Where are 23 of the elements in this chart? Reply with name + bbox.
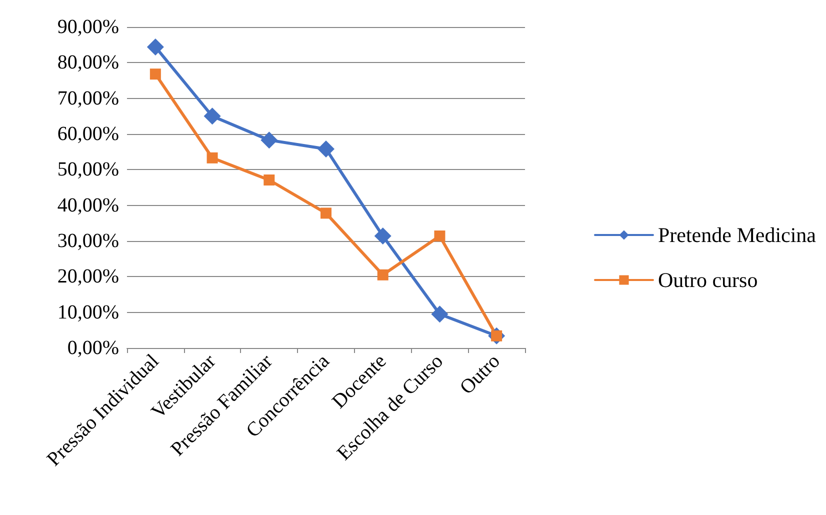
y-tick-label: 90,00% [57, 16, 119, 38]
point [431, 306, 448, 323]
legend-label: Pretende Medicina [658, 223, 817, 247]
y-tick-label: 80,00% [57, 52, 119, 74]
y-tick-label: 60,00% [57, 123, 119, 145]
point [264, 174, 275, 186]
point [206, 152, 218, 164]
point [204, 108, 221, 125]
y-tick-label: 20,00% [57, 266, 119, 288]
point [150, 68, 161, 80]
point [374, 228, 392, 245]
point [318, 140, 334, 158]
y-tick-label: 30,00% [57, 230, 119, 252]
point [320, 208, 332, 219]
y-tick-label: 70,00% [57, 87, 119, 110]
point [377, 269, 388, 280]
y-tick-label: 40,00% [57, 194, 119, 216]
y-tick-label: 10,00% [57, 301, 119, 324]
point [434, 230, 446, 242]
point [260, 132, 278, 149]
y-tick-label: 50,00% [57, 158, 119, 181]
point [146, 38, 164, 56]
legend-label: Outro curso [658, 268, 758, 292]
